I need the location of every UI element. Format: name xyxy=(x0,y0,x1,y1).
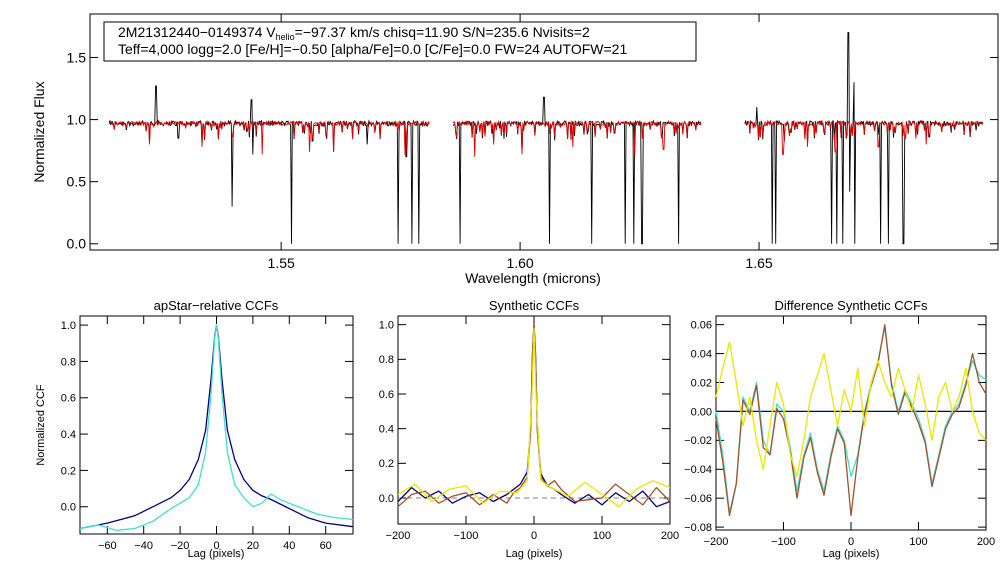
apstar-ccf-panel: −60 −40 −20 0 20 40 60 0.0 0.2 0.4 0.6 0.8 1.0 apSta… xyxy=(35,298,354,560)
model-spectrum-segment-2 xyxy=(744,119,984,155)
synthetic-ccf-panel: −200 −100 0 100 200 0.0 0.2 0.4 0.6 0.8 1.0 Synthe… xyxy=(379,298,679,560)
apstar-x-tick-label: 20 xyxy=(247,540,259,552)
synthetic-series-0 xyxy=(397,324,671,508)
difference-y-tick-label: −0.06 xyxy=(684,493,712,505)
apstar-x-tick-label: −40 xyxy=(134,540,153,552)
model-spectrum-segment-1 xyxy=(452,119,702,157)
apstar-x-label: Lag (pixels) xyxy=(188,548,245,560)
synthetic-x-tick-label: 100 xyxy=(593,530,611,542)
difference-x-tick-label: 0 xyxy=(848,536,854,548)
difference-x-tick-label: 200 xyxy=(977,536,995,548)
apstar-x-tick-label: 0 xyxy=(213,540,219,552)
spectrum-annotation-box xyxy=(103,21,697,62)
spectrum-y-tick-label: 1.5 xyxy=(67,49,87,65)
spectrum-frame xyxy=(89,13,999,251)
difference-ccf-lines xyxy=(715,324,987,517)
observed-spectrum-segment-1 xyxy=(452,96,702,245)
spectrum-y-tick-label: 0.5 xyxy=(67,174,87,190)
difference-y-tick-label: 0.06 xyxy=(691,320,712,332)
difference-series-2 xyxy=(715,324,987,517)
synthetic-title: Synthetic CCFs xyxy=(489,298,580,313)
apstar-frame xyxy=(79,315,354,535)
difference-y-tick-label: 0.00 xyxy=(691,406,712,418)
synthetic-x-tick-label: −100 xyxy=(454,530,479,542)
apstar-y-label: Normalized CCF xyxy=(35,384,47,466)
synthetic-x-label: Lag (pixels) xyxy=(506,548,563,560)
annotation-line-2: Teff=4,000 logg=2.0 [Fe/H]=−0.50 [alpha/… xyxy=(118,41,627,57)
model-spectrum-line xyxy=(108,119,984,157)
apstar-y-tick-label: 0.4 xyxy=(61,429,76,441)
spectrum-x-tick-label: 1.60 xyxy=(506,255,533,271)
spectrum-x-label: Wavelength (microns) xyxy=(465,270,601,286)
synthetic-y-tick-label: 0.0 xyxy=(379,493,394,505)
synthetic-y-tick-label: 0.6 xyxy=(379,389,394,401)
synthetic-y-tick-label: 0.8 xyxy=(379,354,394,366)
difference-series-3 xyxy=(715,341,987,478)
observed-spectrum-segment-0 xyxy=(108,85,430,244)
synthetic-ccf-lines xyxy=(397,324,671,508)
difference-x-label: Lag (pixels) xyxy=(823,548,880,560)
difference-y-tick-label: 0.02 xyxy=(691,377,712,389)
difference-title: Difference Synthetic CCFs xyxy=(775,298,928,313)
spectrum-y-label: Normalized Flux xyxy=(31,81,47,182)
model-spectrum-segment-0 xyxy=(108,120,430,155)
apstar-y-tick-label: 0.2 xyxy=(61,465,76,477)
apstar-x-tick-label: 60 xyxy=(320,540,332,552)
difference-y-tick-label: −0.02 xyxy=(684,435,712,447)
difference-y-tick-label: −0.08 xyxy=(684,522,712,534)
apstar-y-tick-label: 1.0 xyxy=(61,320,76,332)
observed-spectrum-line xyxy=(108,32,984,245)
synthetic-series-1 xyxy=(397,324,671,508)
observed-spectrum-segment-2 xyxy=(744,32,984,245)
spectrum-x-tick-label: 1.55 xyxy=(268,255,295,271)
apstar-title: apStar−relative CCFs xyxy=(154,298,279,313)
apstar-x-tick-label: −20 xyxy=(171,540,190,552)
difference-x-tick-label: −100 xyxy=(771,536,796,548)
synthetic-x-tick-label: 200 xyxy=(661,530,679,542)
spectrum-panel: 1.55 1.60 1.65 0.0 0.5 1.0 1.5 2M21312440−0149… xyxy=(31,13,999,286)
apstar-y-tick-label: 0.0 xyxy=(61,502,76,514)
apstar-y-tick-label: 0.6 xyxy=(61,393,76,405)
synthetic-y-tick-label: 0.4 xyxy=(379,424,394,436)
difference-ccf-panel: −200 −100 0 100 200 −0.08 −0.06 −0.04 −0.02 0.00 0… xyxy=(684,298,995,560)
apstar-axis-ticks: −60 −40 −20 0 20 40 60 0.0 0.2 0.4 0.6 0.8 1.0 xyxy=(61,316,353,552)
apstar-series-1 xyxy=(79,324,354,532)
spectrum-x-tick-label: 1.65 xyxy=(745,255,772,271)
difference-frame xyxy=(715,315,987,531)
synthetic-series-2 xyxy=(397,327,671,508)
difference-y-tick-label: −0.04 xyxy=(684,464,712,476)
synthetic-x-tick-label: −200 xyxy=(386,530,411,542)
apstar-ccf-lines xyxy=(79,324,354,532)
spectrum-axis-ticks: 1.55 1.60 1.65 0.0 0.5 1.0 1.5 xyxy=(67,14,998,271)
spectrum-y-tick-label: 0.0 xyxy=(67,236,87,252)
apstar-y-tick-label: 0.8 xyxy=(61,356,76,368)
synthetic-x-tick-label: 0 xyxy=(531,530,537,542)
apstar-x-tick-label: −60 xyxy=(98,540,117,552)
spectrum-y-tick-label: 1.0 xyxy=(67,111,87,127)
difference-series-1 xyxy=(715,326,987,514)
synthetic-y-tick-label: 1.0 xyxy=(379,320,394,332)
synthetic-axis-ticks: −200 −100 0 100 200 0.0 0.2 0.4 0.6 0.8 1.0 xyxy=(379,316,679,542)
difference-x-tick-label: 100 xyxy=(909,536,927,548)
difference-y-tick-label: 0.04 xyxy=(691,348,712,360)
apstar-x-tick-label: 40 xyxy=(283,540,295,552)
apstar-series-0 xyxy=(79,324,354,530)
annotation-line-1: 2M21312440−0149374 Vhelio=−97.37 km/s ch… xyxy=(118,24,590,42)
synthetic-y-tick-label: 0.2 xyxy=(379,458,394,470)
difference-x-tick-label: −200 xyxy=(704,536,729,548)
